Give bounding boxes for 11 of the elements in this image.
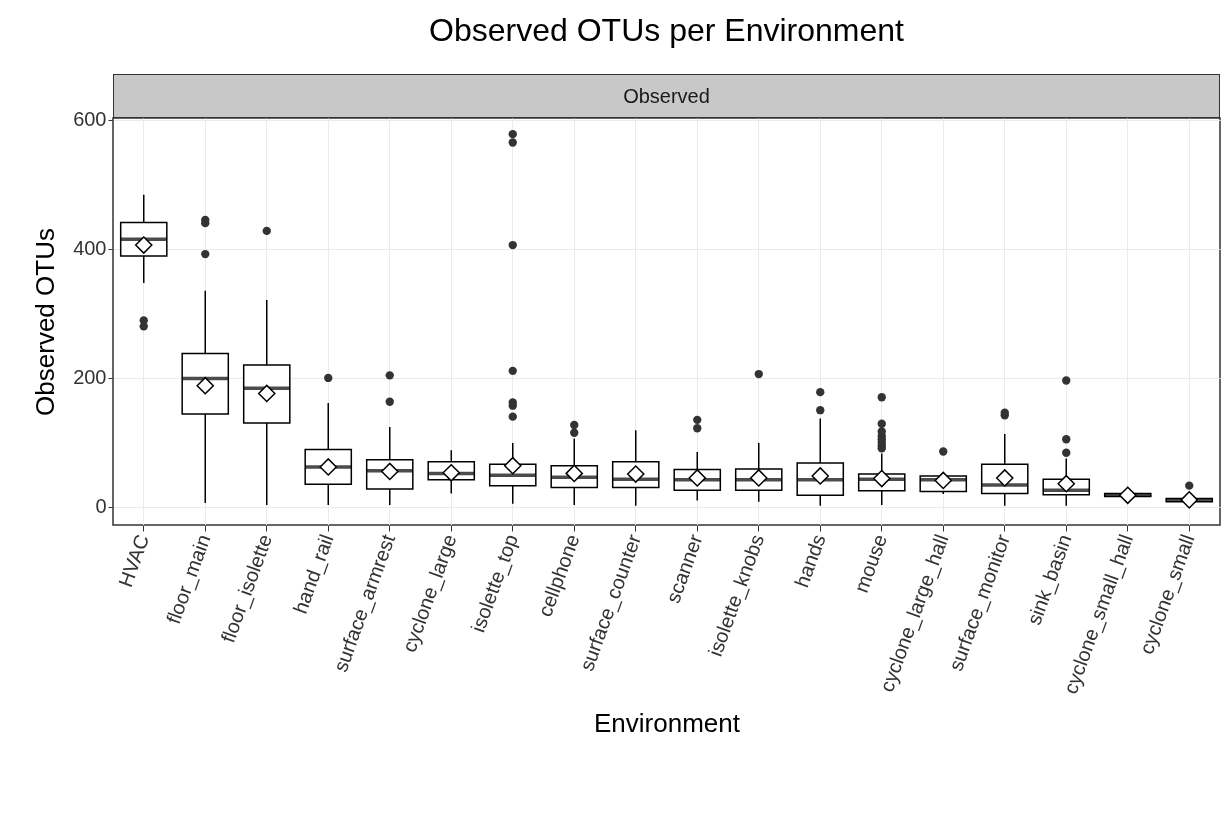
y-axis-title: Observed OTUs: [30, 228, 61, 416]
x-tick-label: HVAC: [113, 531, 154, 590]
y-tick-label: 0: [95, 495, 107, 518]
x-axis-title: Environment: [594, 707, 741, 738]
chart-subtitle: Observed: [113, 74, 1220, 118]
y-tick-label: 600: [73, 108, 107, 131]
y-tick-label: 200: [73, 366, 107, 389]
y-tick-label: 400: [73, 237, 107, 260]
x-tick-label: hands: [790, 531, 830, 591]
chart-title: Observed OTUs per Environment: [428, 12, 905, 49]
x-tick-label: scanner: [661, 531, 707, 606]
